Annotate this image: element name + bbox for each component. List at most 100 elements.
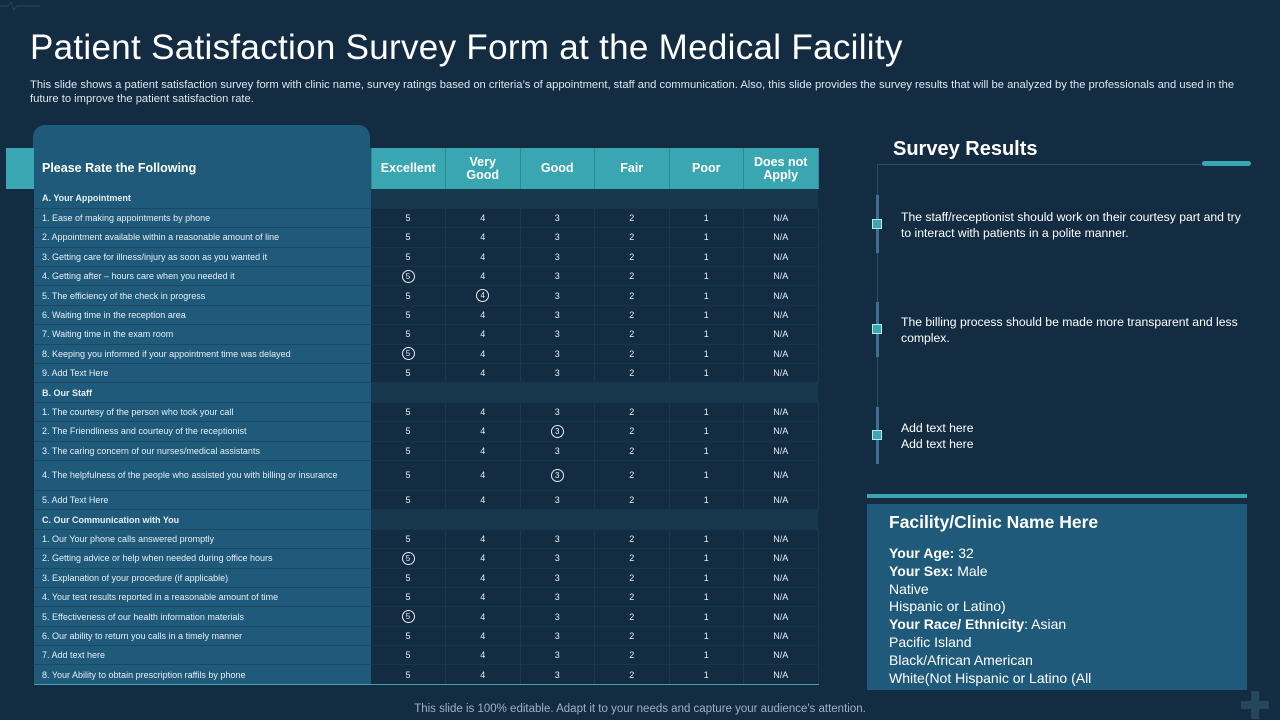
rating-option-cell[interactable]: 5 (371, 344, 446, 365)
rating-option-cell[interactable]: 1 (669, 363, 744, 384)
rating-option-cell[interactable]: 5 (371, 305, 446, 326)
rating-option-cell[interactable]: 3 (520, 626, 595, 647)
rating-option-cell[interactable]: 1 (669, 548, 744, 569)
rating-option-cell[interactable]: 2 (594, 421, 670, 442)
rating-option-cell[interactable]: 4 (445, 227, 521, 248)
rating-option-cell[interactable]: 1 (669, 460, 744, 491)
rating-option-cell[interactable]: 5 (371, 285, 446, 306)
rating-option-cell[interactable]: 1 (669, 208, 744, 229)
rating-option-cell[interactable]: 4 (445, 548, 521, 569)
rating-option-cell[interactable]: 2 (594, 363, 670, 384)
rating-option-cell[interactable]: 5 (371, 363, 446, 384)
rating-option-cell[interactable]: 2 (594, 247, 670, 268)
rating-option-cell[interactable]: 3 (520, 208, 595, 229)
rating-option-cell[interactable]: 3 (520, 363, 595, 384)
rating-option-cell[interactable]: 5 (371, 606, 446, 627)
rating-option-cell[interactable]: 5 (371, 266, 446, 287)
rating-option-cell[interactable]: 4 (445, 490, 521, 511)
rating-option-cell[interactable]: 2 (594, 266, 670, 287)
rating-option-cell[interactable]: 3 (520, 587, 595, 608)
rating-option-cell[interactable]: 4 (445, 208, 521, 229)
rating-option-cell[interactable]: 4 (445, 568, 521, 588)
rating-option-cell[interactable]: 1 (669, 490, 744, 511)
rating-option-cell[interactable]: 2 (594, 626, 670, 647)
rating-option-cell[interactable]: 3 (520, 645, 595, 666)
rating-option-cell[interactable]: 2 (594, 529, 670, 550)
rating-option-cell[interactable]: 3 (520, 227, 595, 248)
rating-option-cell[interactable]: 2 (594, 490, 670, 511)
rating-option-cell[interactable]: 2 (594, 441, 670, 461)
rating-option-cell[interactable]: 1 (669, 324, 744, 345)
rating-option-cell[interactable]: 3 (520, 421, 595, 442)
rating-option-cell[interactable]: 5 (371, 664, 446, 685)
rating-option-cell[interactable]: 3 (520, 305, 595, 326)
rating-option-cell[interactable]: 2 (594, 548, 670, 569)
rating-option-cell[interactable]: 5 (371, 529, 446, 550)
rating-option-cell[interactable]: 4 (445, 626, 521, 647)
rating-option-cell[interactable]: N/A (743, 324, 819, 345)
rating-option-cell[interactable]: 5 (371, 247, 446, 268)
rating-option-cell[interactable]: N/A (743, 568, 819, 588)
rating-option-cell[interactable]: N/A (743, 285, 819, 306)
rating-option-cell[interactable]: N/A (743, 305, 819, 326)
rating-option-cell[interactable]: 5 (371, 421, 446, 442)
rating-option-cell[interactable]: 4 (445, 324, 521, 345)
rating-option-cell[interactable]: 4 (445, 441, 521, 461)
rating-option-cell[interactable]: 4 (445, 285, 521, 306)
rating-option-cell[interactable]: N/A (743, 606, 819, 627)
rating-option-cell[interactable]: 1 (669, 247, 744, 268)
rating-option-cell[interactable]: 5 (371, 441, 446, 461)
rating-option-cell[interactable]: 4 (445, 606, 521, 627)
rating-option-cell[interactable]: 3 (520, 490, 595, 511)
rating-option-cell[interactable]: 2 (594, 324, 670, 345)
rating-option-cell[interactable]: 1 (669, 227, 744, 248)
rating-option-cell[interactable]: N/A (743, 344, 819, 365)
rating-option-cell[interactable]: 2 (594, 645, 670, 666)
rating-option-cell[interactable]: 4 (445, 645, 521, 666)
rating-option-cell[interactable]: 1 (669, 441, 744, 461)
rating-option-cell[interactable]: 1 (669, 529, 744, 550)
rating-option-cell[interactable]: 1 (669, 285, 744, 306)
rating-option-cell[interactable]: 3 (520, 460, 595, 491)
rating-option-cell[interactable]: 1 (669, 645, 744, 666)
rating-option-cell[interactable]: N/A (743, 208, 819, 229)
rating-option-cell[interactable]: 5 (371, 460, 446, 491)
rating-option-cell[interactable]: N/A (743, 626, 819, 647)
rating-option-cell[interactable]: 2 (594, 568, 670, 588)
rating-option-cell[interactable]: 2 (594, 285, 670, 306)
rating-option-cell[interactable]: 3 (520, 606, 595, 627)
rating-option-cell[interactable]: 3 (520, 266, 595, 287)
rating-option-cell[interactable]: N/A (743, 490, 819, 511)
rating-option-cell[interactable]: 1 (669, 266, 744, 287)
rating-option-cell[interactable]: 1 (669, 421, 744, 442)
rating-option-cell[interactable]: 4 (445, 421, 521, 442)
rating-option-cell[interactable]: 5 (371, 402, 446, 423)
rating-option-cell[interactable]: 5 (371, 568, 446, 588)
rating-option-cell[interactable]: N/A (743, 227, 819, 248)
rating-option-cell[interactable]: 3 (520, 441, 595, 461)
rating-option-cell[interactable]: 1 (669, 606, 744, 627)
rating-option-cell[interactable]: N/A (743, 441, 819, 461)
rating-option-cell[interactable]: 3 (520, 344, 595, 365)
rating-option-cell[interactable]: 3 (520, 568, 595, 588)
rating-option-cell[interactable]: 2 (594, 402, 670, 423)
rating-option-cell[interactable]: N/A (743, 587, 819, 608)
rating-option-cell[interactable]: 4 (445, 664, 521, 685)
rating-option-cell[interactable]: 1 (669, 664, 744, 685)
rating-option-cell[interactable]: 2 (594, 305, 670, 326)
rating-option-cell[interactable]: 3 (520, 247, 595, 268)
rating-option-cell[interactable]: 2 (594, 664, 670, 685)
rating-option-cell[interactable]: N/A (743, 529, 819, 550)
rating-option-cell[interactable]: 4 (445, 587, 521, 608)
rating-option-cell[interactable]: 5 (371, 227, 446, 248)
rating-option-cell[interactable]: N/A (743, 421, 819, 442)
rating-option-cell[interactable]: 4 (445, 344, 521, 365)
rating-option-cell[interactable]: 5 (371, 490, 446, 511)
rating-option-cell[interactable]: 1 (669, 568, 744, 588)
rating-option-cell[interactable]: 4 (445, 529, 521, 550)
rating-option-cell[interactable]: 2 (594, 227, 670, 248)
rating-option-cell[interactable]: 5 (371, 324, 446, 345)
rating-option-cell[interactable]: N/A (743, 402, 819, 423)
rating-option-cell[interactable]: 2 (594, 606, 670, 627)
rating-option-cell[interactable]: 4 (445, 363, 521, 384)
